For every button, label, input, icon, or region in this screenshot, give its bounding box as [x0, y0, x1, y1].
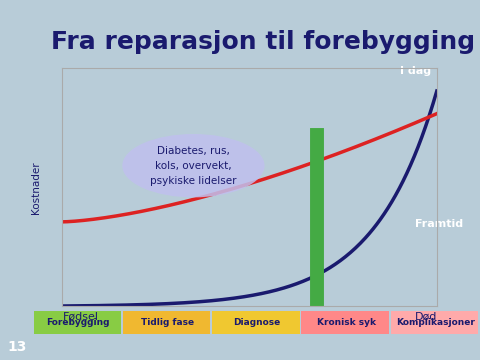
Text: Forebygging: Forebygging — [47, 318, 110, 327]
Text: Komplikasjoner: Komplikasjoner — [396, 318, 475, 327]
Text: Fødsel: Fødsel — [62, 311, 98, 321]
FancyBboxPatch shape — [123, 311, 210, 333]
Text: Fra reparasjon til forebygging: Fra reparasjon til forebygging — [51, 30, 476, 54]
FancyBboxPatch shape — [391, 311, 478, 333]
Text: Diabetes, rus,
kols, overvekt,
psykiske lidelser: Diabetes, rus, kols, overvekt, psykiske … — [150, 146, 237, 185]
FancyBboxPatch shape — [34, 311, 121, 333]
Text: Framtid: Framtid — [415, 219, 463, 229]
Text: Diagnose: Diagnose — [233, 318, 280, 327]
Text: Tidlig fase: Tidlig fase — [141, 318, 194, 327]
FancyBboxPatch shape — [301, 311, 389, 333]
Ellipse shape — [122, 134, 264, 197]
Text: 13: 13 — [7, 341, 26, 354]
Text: Død: Død — [414, 311, 437, 321]
Text: Kronisk syk: Kronisk syk — [317, 318, 375, 327]
Text: I dag: I dag — [400, 66, 431, 76]
FancyBboxPatch shape — [212, 311, 300, 333]
Text: Kostnader: Kostnader — [31, 161, 41, 213]
